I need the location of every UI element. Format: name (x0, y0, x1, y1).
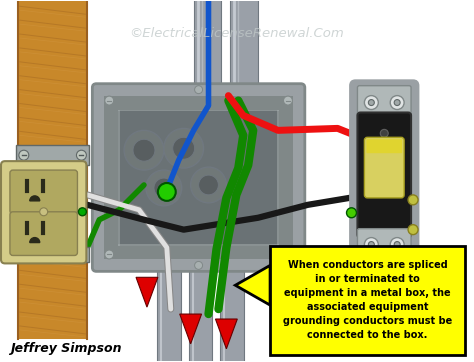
Circle shape (124, 130, 164, 170)
Bar (230, 1, 258, 106)
Bar (154, 241, 184, 252)
Circle shape (368, 241, 374, 248)
Bar (277, 110, 279, 245)
Text: Jeffrey Simpson: Jeffrey Simpson (10, 342, 121, 355)
Circle shape (346, 208, 356, 218)
Polygon shape (216, 319, 237, 349)
FancyBboxPatch shape (366, 139, 402, 153)
Circle shape (283, 250, 292, 259)
Bar (270, 245, 465, 355)
Circle shape (408, 195, 418, 205)
Bar (228, 90, 261, 102)
Bar (191, 90, 224, 102)
Circle shape (394, 100, 400, 106)
Circle shape (199, 175, 219, 195)
FancyBboxPatch shape (10, 212, 77, 256)
Bar (220, 245, 244, 362)
Wedge shape (30, 237, 40, 243)
Text: ©ElectricalLicenseRenewal.Com: ©ElectricalLicenseRenewal.Com (129, 26, 344, 39)
Bar (104, 96, 293, 260)
Circle shape (158, 183, 176, 201)
Circle shape (76, 150, 86, 160)
FancyBboxPatch shape (1, 161, 86, 264)
FancyBboxPatch shape (350, 81, 418, 268)
Circle shape (390, 96, 404, 110)
Circle shape (390, 237, 404, 252)
Bar (16, 247, 90, 262)
Circle shape (19, 249, 29, 260)
Bar (118, 110, 279, 245)
Circle shape (394, 241, 400, 248)
Bar (193, 1, 221, 106)
Bar (18, 1, 87, 339)
Circle shape (146, 170, 182, 206)
FancyBboxPatch shape (357, 86, 411, 119)
Circle shape (365, 237, 378, 252)
Circle shape (191, 167, 227, 203)
Bar (218, 241, 247, 252)
Bar (189, 245, 212, 362)
Bar (16, 145, 90, 165)
Circle shape (195, 86, 202, 94)
Circle shape (19, 150, 29, 160)
Circle shape (78, 208, 86, 216)
FancyBboxPatch shape (365, 137, 404, 198)
Polygon shape (180, 314, 201, 344)
Bar (157, 245, 181, 362)
Circle shape (408, 225, 418, 235)
FancyBboxPatch shape (357, 229, 411, 260)
Circle shape (365, 96, 378, 110)
Circle shape (195, 261, 202, 269)
Polygon shape (136, 277, 158, 307)
Circle shape (105, 96, 114, 105)
Bar (118, 110, 120, 245)
Circle shape (380, 129, 388, 137)
Bar (118, 244, 279, 245)
FancyBboxPatch shape (357, 113, 411, 237)
Bar (186, 241, 216, 252)
Circle shape (368, 100, 374, 106)
Wedge shape (30, 196, 40, 201)
Circle shape (283, 96, 292, 105)
Circle shape (76, 249, 86, 260)
Circle shape (40, 208, 48, 216)
Polygon shape (235, 265, 270, 305)
Circle shape (173, 137, 195, 159)
FancyBboxPatch shape (10, 170, 77, 214)
Bar (118, 110, 279, 111)
Text: When conductors are spliced
in or terminated to
equipment in a metal box, the
as: When conductors are spliced in or termin… (283, 260, 452, 340)
Circle shape (133, 139, 155, 161)
Circle shape (154, 178, 173, 198)
FancyBboxPatch shape (92, 84, 305, 272)
Circle shape (105, 250, 114, 259)
Circle shape (164, 129, 203, 168)
